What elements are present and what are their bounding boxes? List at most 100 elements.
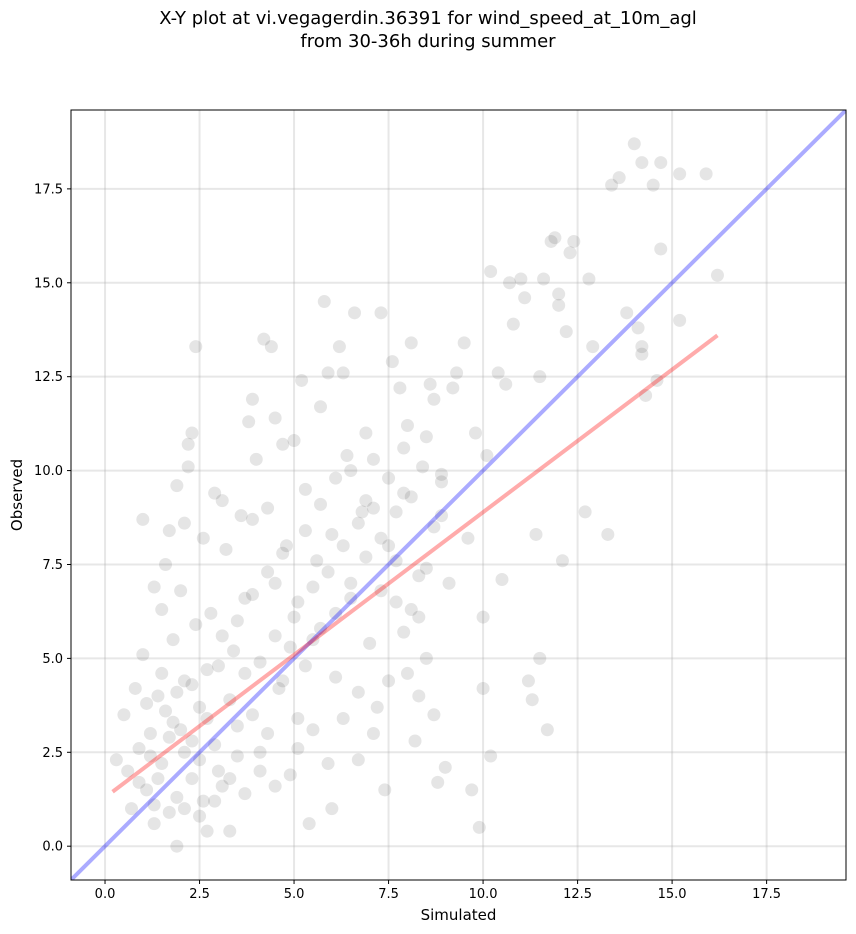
scatter-point	[340, 449, 354, 463]
scatter-point	[408, 734, 422, 748]
scatter-point	[321, 565, 335, 579]
scatter-point	[124, 802, 138, 816]
scatter-point	[389, 554, 403, 568]
scatter-point	[378, 783, 392, 797]
scatter-point	[329, 606, 343, 620]
scatter-point	[480, 449, 494, 463]
scatter-point	[177, 745, 191, 759]
scatter-point	[427, 520, 441, 534]
scatter-point	[612, 171, 626, 185]
scatter-point	[140, 783, 154, 797]
scatter-point	[552, 298, 566, 312]
scatter-point	[419, 430, 433, 444]
scatter-point	[215, 494, 229, 508]
scatter-point	[431, 775, 445, 789]
scatter-point	[404, 603, 418, 617]
scatter-point	[673, 313, 687, 327]
scatter-point	[457, 336, 471, 350]
scatter-point	[412, 610, 426, 624]
scatter-point	[476, 681, 490, 695]
scatter-point	[268, 411, 282, 425]
scatter-point	[287, 434, 301, 448]
scatter-point	[181, 460, 195, 474]
x-tick-label: 7.5	[378, 887, 399, 902]
scatter-point	[419, 651, 433, 665]
scatter-point	[230, 719, 244, 733]
scatter-point	[208, 486, 222, 500]
scatter-point	[268, 779, 282, 793]
scatter-point	[332, 340, 346, 354]
scatter-point	[469, 426, 483, 440]
scatter-point	[601, 527, 615, 541]
scatter-point	[117, 708, 131, 722]
scatter-point	[155, 757, 169, 771]
chart-title-line1: X-Y plot at vi.vegagerdin.36391 for wind…	[159, 8, 697, 29]
scatter-point	[185, 734, 199, 748]
scatter-point	[461, 531, 475, 545]
scatter-point	[143, 749, 157, 763]
scatter-point	[238, 666, 252, 680]
scatter-point	[673, 167, 687, 181]
scatter-point	[635, 156, 649, 170]
scatter-point	[382, 471, 396, 485]
scatter-point	[170, 790, 184, 804]
scatter-point	[348, 306, 362, 320]
scatter-point	[261, 565, 275, 579]
scatter-point	[351, 753, 365, 767]
y-axis-ticks: 0.0 2.5 5.0 7.5 10.0 12.5 15.0 17.5	[34, 182, 71, 855]
scatter-point	[162, 805, 176, 819]
scatter-point	[518, 291, 532, 305]
scatter-point	[393, 381, 407, 395]
scatter-point	[215, 779, 229, 793]
scatter-point	[261, 501, 275, 515]
scatter-point	[555, 554, 569, 568]
y-axis-label: Observed	[8, 459, 26, 531]
scatter-point	[238, 591, 252, 605]
scatter-point	[635, 340, 649, 354]
scatter-point	[181, 437, 195, 451]
scatter-point	[208, 794, 222, 808]
scatter-point	[366, 452, 380, 466]
scatter-points	[109, 137, 724, 853]
scatter-point	[219, 542, 233, 556]
scatter-point	[230, 614, 244, 628]
scatter-point	[351, 685, 365, 699]
scatter-point	[654, 156, 668, 170]
scatter-point	[484, 265, 498, 279]
scatter-point	[147, 580, 161, 594]
scatter-point	[374, 531, 388, 545]
scatter-point	[582, 272, 596, 286]
x-tick-label: 12.5	[563, 887, 592, 902]
scatter-point	[196, 794, 210, 808]
scatter-point	[230, 749, 244, 763]
scatter-point	[329, 670, 343, 684]
scatter-point	[419, 561, 433, 575]
scatter-point	[245, 708, 259, 722]
scatter-point	[249, 452, 263, 466]
scatter-point	[166, 633, 180, 647]
scatter-point	[366, 727, 380, 741]
scatter-point	[382, 539, 396, 553]
scatter-point	[279, 539, 293, 553]
scatter-point	[370, 700, 384, 714]
scatter-point	[291, 711, 305, 725]
y-tick-label: 15.0	[34, 276, 63, 291]
scatter-point	[298, 524, 312, 538]
scatter-point	[529, 527, 543, 541]
scatter-point	[204, 606, 218, 620]
scatter-point	[397, 625, 411, 639]
scatter-point	[227, 644, 241, 658]
scatter-point	[287, 610, 301, 624]
scatter-point	[484, 749, 498, 763]
scatter-point	[151, 772, 165, 786]
scatter-point	[177, 802, 191, 816]
scatter-point	[223, 772, 237, 786]
scatter-point	[310, 554, 324, 568]
scatter-point	[276, 546, 290, 560]
scatter-point	[208, 738, 222, 752]
scatter-point	[540, 723, 554, 737]
scatter-point	[211, 764, 225, 778]
scatter-point	[200, 663, 214, 677]
scatter-point	[238, 787, 252, 801]
y-tick-label: 2.5	[42, 746, 63, 761]
